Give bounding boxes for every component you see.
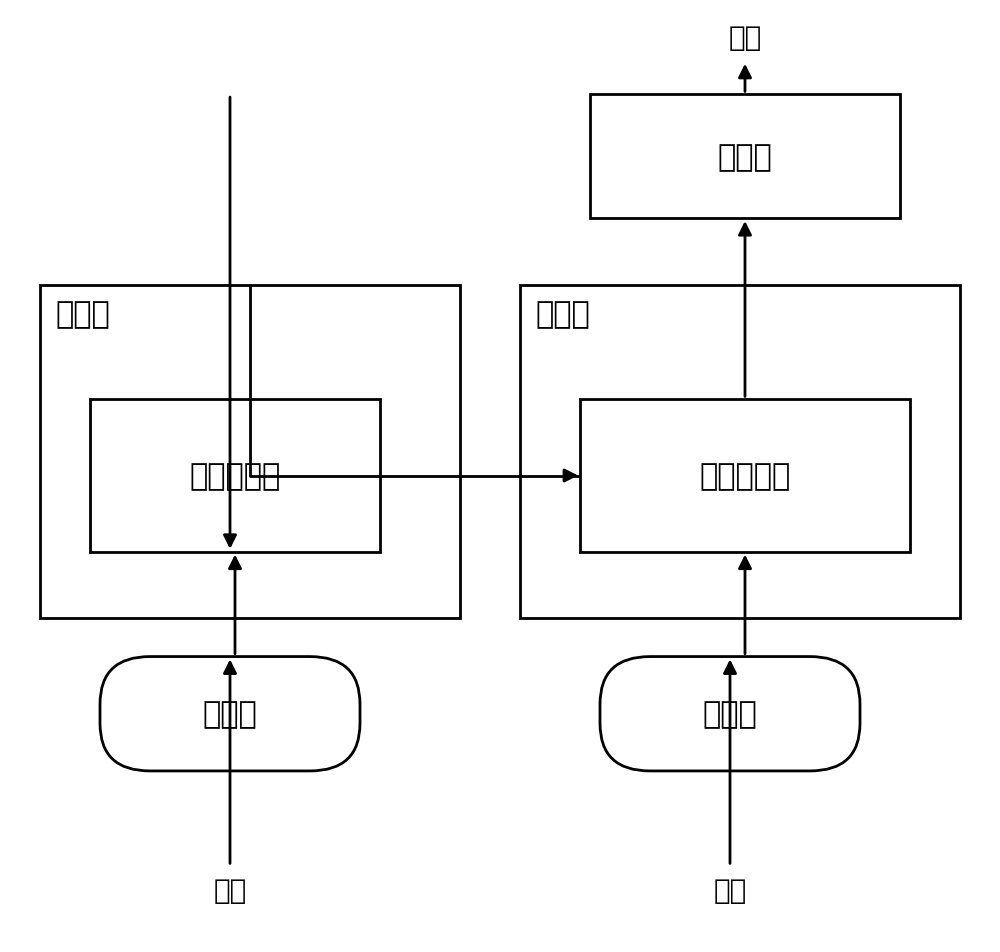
- Text: 编码器: 编码器: [55, 300, 110, 328]
- Text: 解码器: 解码器: [535, 300, 590, 328]
- Bar: [40, 286, 460, 619]
- Text: 输入: 输入: [213, 876, 247, 904]
- Text: 多头注意力: 多头注意力: [699, 462, 791, 490]
- FancyBboxPatch shape: [100, 657, 360, 771]
- Bar: [90, 400, 380, 552]
- Text: 词向量: 词向量: [203, 700, 257, 728]
- Text: 词向量: 词向量: [703, 700, 757, 728]
- Bar: [590, 95, 900, 219]
- Bar: [520, 286, 960, 619]
- Text: 概率: 概率: [728, 24, 762, 52]
- Text: 归一化: 归一化: [718, 143, 772, 171]
- Text: 多头注意力: 多头注意力: [189, 462, 281, 490]
- Bar: [580, 400, 910, 552]
- Text: 输出: 输出: [713, 876, 747, 904]
- FancyBboxPatch shape: [600, 657, 860, 771]
